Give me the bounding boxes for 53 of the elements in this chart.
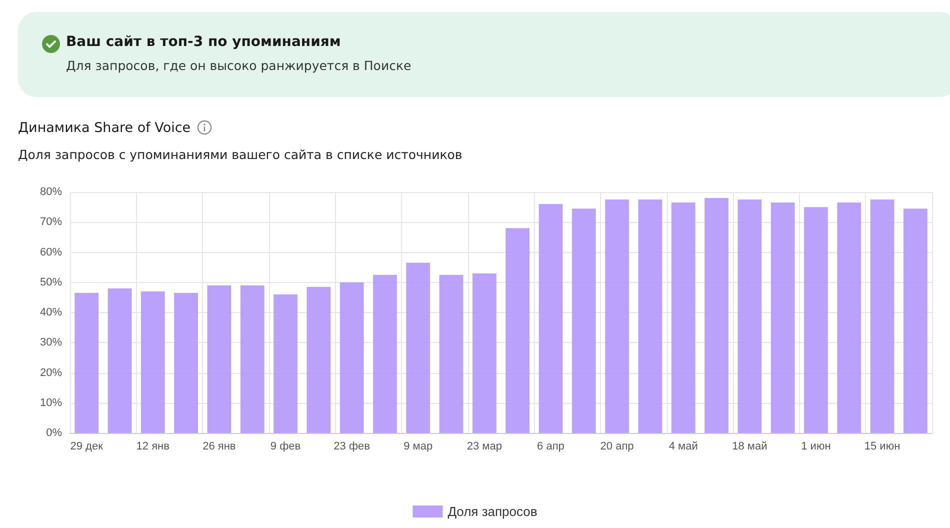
x-tick-label: 23 мар bbox=[466, 440, 502, 452]
x-tick-label: 9 фев bbox=[270, 440, 301, 452]
bar bbox=[605, 200, 629, 433]
y-tick-label: 60% bbox=[40, 246, 62, 258]
bar bbox=[506, 228, 530, 433]
bar bbox=[903, 208, 928, 433]
x-tick-label: 15 июн bbox=[864, 440, 900, 452]
x-tick-label: 18 май bbox=[732, 440, 768, 452]
text: Ваш сайт в топ-3 по упоминаниям bbox=[66, 34, 341, 50]
bar bbox=[340, 282, 364, 433]
bar bbox=[108, 288, 132, 433]
y-tick-label: 40% bbox=[40, 306, 62, 318]
y-tick-label: 30% bbox=[40, 336, 62, 349]
bar bbox=[738, 200, 762, 433]
x-tick-label: 1 июн bbox=[801, 440, 831, 452]
bar bbox=[804, 207, 828, 433]
x-tick-label: 9 мар bbox=[404, 440, 433, 452]
y-tick-label: 10% bbox=[40, 396, 62, 409]
bar bbox=[770, 202, 795, 433]
y-tick-label: 80% bbox=[40, 186, 62, 198]
y-tick-label: 0% bbox=[46, 427, 62, 439]
bar bbox=[572, 208, 596, 433]
bar bbox=[306, 286, 331, 433]
bar bbox=[140, 291, 165, 433]
text: Для запросов, где он высоко ранжируется в Поиске bbox=[66, 58, 412, 73]
bar bbox=[240, 285, 264, 433]
bar bbox=[671, 202, 696, 433]
chart-subtitle: Доля запросов с упоминаниями вашего сайта в списке источников bbox=[18, 147, 462, 162]
bar bbox=[870, 200, 894, 433]
x-tick-label: 26 янв bbox=[202, 440, 236, 452]
x-tick-label: 6 апр bbox=[537, 440, 564, 452]
bar bbox=[837, 202, 862, 433]
y-tick-label: 20% bbox=[40, 366, 62, 379]
bar bbox=[373, 274, 397, 433]
y-tick-label: 70% bbox=[40, 216, 62, 228]
bar bbox=[638, 200, 662, 433]
x-tick-label: 20 апр bbox=[600, 440, 634, 452]
bar bbox=[439, 274, 464, 433]
x-tick-label: 12 янв bbox=[136, 440, 170, 452]
legend-label: Доля запросов bbox=[448, 504, 538, 519]
bar bbox=[174, 292, 198, 433]
x-tick-label: 29 дек bbox=[70, 440, 104, 452]
x-tick-label: 4 май bbox=[668, 440, 698, 452]
bar bbox=[74, 292, 99, 433]
bar bbox=[207, 285, 232, 433]
bar bbox=[538, 204, 563, 433]
x-tick-label: 23 фев bbox=[334, 440, 370, 452]
y-tick-label: 50% bbox=[40, 276, 62, 288]
bar bbox=[406, 262, 430, 433]
bar bbox=[274, 294, 298, 433]
bar bbox=[472, 273, 496, 433]
chart-title: Динамика Share of Voice bbox=[18, 120, 191, 136]
bar bbox=[704, 198, 728, 433]
